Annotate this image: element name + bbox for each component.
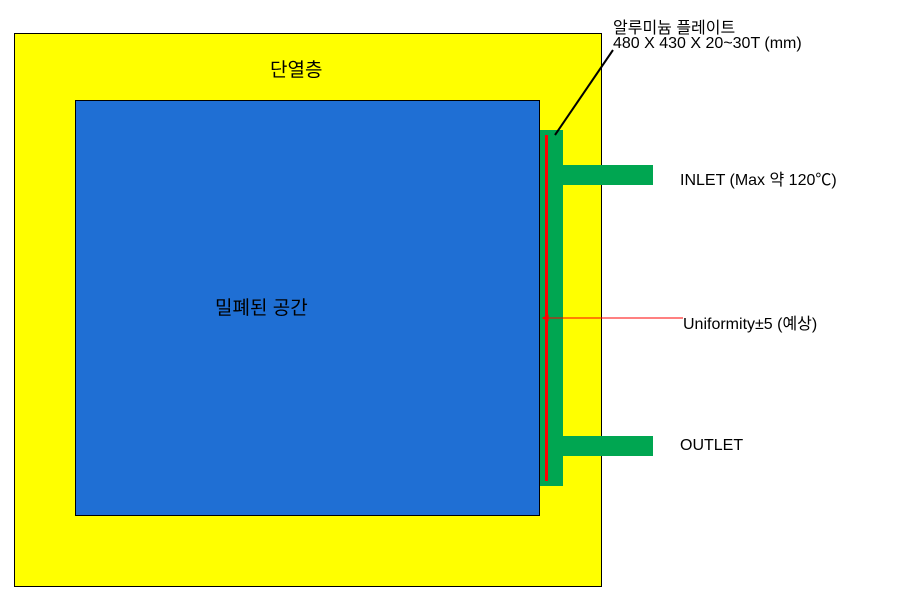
- outlet-label: OUTLET: [680, 437, 743, 455]
- aluminum-plate: [540, 130, 563, 486]
- inlet-label: INLET (Max 약 120℃): [680, 166, 837, 190]
- uniformity-label: Uniformity±5 (예상): [683, 310, 817, 334]
- sealed-space-label: 밀폐된 공간: [215, 293, 308, 320]
- outlet-pipe: [563, 436, 653, 456]
- aluminum-plate-inner: [545, 135, 548, 481]
- insulation-label: 단열층: [270, 55, 322, 82]
- inlet-pipe: [563, 165, 653, 185]
- plate-spec-line2: 480 X 430 X 20~30T (mm): [613, 35, 802, 53]
